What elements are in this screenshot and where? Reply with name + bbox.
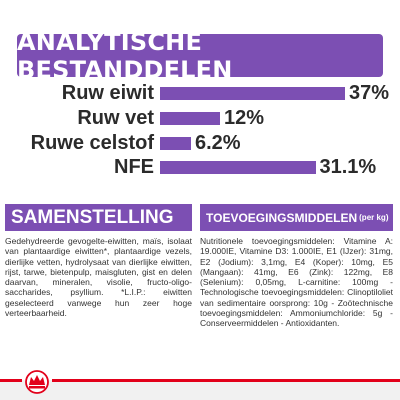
footer-band — [0, 380, 400, 400]
additives-heading: TOEVOEGINGSMIDDELEN (per kg) — [200, 204, 393, 231]
analysis-value: 6.2% — [195, 132, 241, 154]
additives-heading-label: TOEVOEGINGSMIDDELEN — [206, 210, 358, 225]
composition-text: Gedehydreerde gevogelte-eiwitten, maïs, … — [5, 236, 192, 319]
composition-heading: SAMENSTELLING — [5, 204, 192, 231]
brand-line-right — [52, 379, 400, 382]
analysis-bar — [160, 87, 345, 100]
composition-heading-label: SAMENSTELLING — [11, 206, 174, 228]
analysis-row: NFE 31.1% — [0, 155, 400, 179]
additives-heading-unit: (per kg) — [359, 213, 389, 222]
analysis-bar — [160, 137, 191, 150]
analysis-title: ANALYTISCHE BESTANDDELEN — [17, 28, 383, 84]
royal-canin-crown-logo — [25, 370, 49, 394]
analysis-row: Ruwe celstof 6.2% — [0, 131, 400, 155]
analysis-bar — [160, 161, 316, 174]
analysis-label: Ruwe celstof — [30, 132, 154, 154]
additives-text: Nutritionele toevoegingsmiddelen: Vitami… — [200, 236, 393, 329]
analysis-row: Ruw eiwit 37% — [0, 81, 400, 105]
analysis-value: 12% — [224, 107, 265, 129]
analysis-row: Ruw vet 12% — [0, 106, 400, 130]
analysis-value: 37% — [349, 82, 390, 104]
analysis-label: Ruw eiwit — [61, 82, 154, 104]
analysis-value: 31.1% — [319, 156, 377, 178]
brand-line-left — [0, 379, 22, 382]
analysis-label: NFE — [114, 156, 154, 178]
analysis-label: Ruw vet — [77, 107, 154, 129]
analysis-bar — [160, 112, 220, 125]
